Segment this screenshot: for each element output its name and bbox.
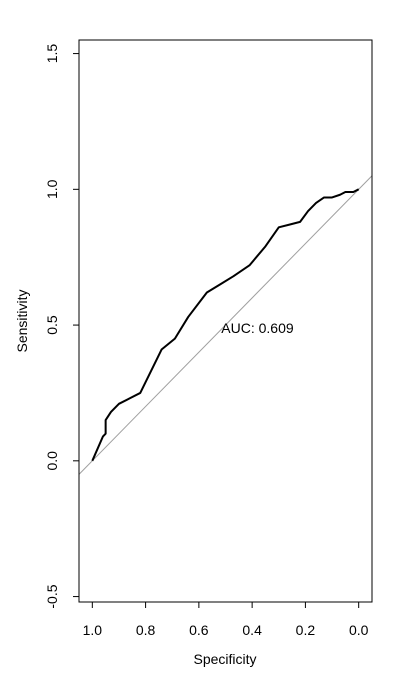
auc-annotation: AUC: 0.609	[221, 320, 294, 336]
roc-curve-line	[91, 188, 360, 462]
y-axis-label: Sensitivity	[14, 289, 30, 352]
x-tick-label: 0.8	[136, 622, 156, 638]
x-tick-label: 0.6	[189, 622, 209, 638]
x-tick-label: 0.0	[349, 622, 369, 638]
x-axis: 1.0 0.8 0.6 0.4 0.2 0.0	[83, 602, 369, 638]
y-tick-label: 0.5	[44, 315, 60, 335]
plot-frame	[78, 39, 373, 603]
x-tick-label: 0.4	[242, 622, 262, 638]
y-tick-label: 1.0	[44, 179, 60, 199]
x-tick-label: 1.0	[83, 622, 103, 638]
y-tick-label: -0.5	[44, 584, 60, 608]
y-axis: -0.5 0.0 0.5 1.0 1.5	[44, 44, 79, 609]
y-tick-label: 0.0	[44, 451, 60, 471]
x-axis-label: Specificity	[193, 651, 256, 667]
x-tick-label: 0.2	[296, 622, 316, 638]
reference-diagonal-line	[79, 175, 372, 475]
y-tick-label: 1.5	[44, 44, 60, 64]
